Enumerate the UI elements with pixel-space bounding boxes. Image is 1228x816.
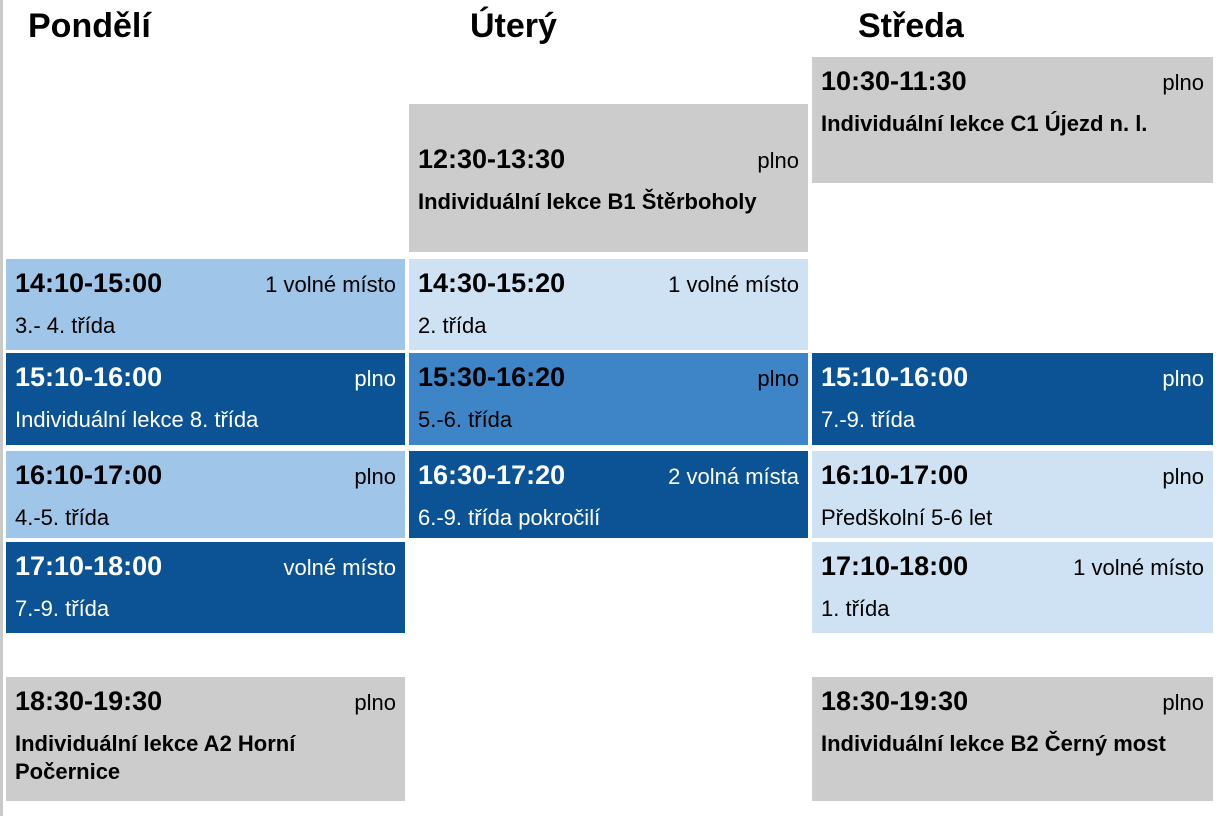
event-toprow: 14:30-15:20 1 volné místo [418, 268, 799, 299]
event-time: 16:30-17:20 [418, 460, 566, 490]
event-mon-1510[interactable]: 15:10-16:00 plno Individuální lekce 8. t… [6, 353, 405, 445]
event-time: 15:30-16:20 [418, 362, 566, 392]
event-status: plno [1162, 464, 1204, 489]
event-status: plno [1162, 366, 1204, 391]
event-title: Individuální lekce B2 Černý most [821, 731, 1166, 757]
event-wed-1610[interactable]: 16:10-17:00 plno Předškolní 5-6 let [812, 451, 1213, 538]
event-time: 16:10-17:00 [15, 460, 163, 490]
event-tue-1430[interactable]: 14:30-15:20 1 volné místo 2. třída [409, 259, 808, 350]
day-header-wednesday: Středa [858, 7, 964, 45]
event-status: plno [354, 366, 396, 391]
event-time: 18:30-19:30 [821, 686, 969, 716]
event-title: 4.-5. třída [15, 505, 110, 531]
event-title: 3.- 4. třída [15, 313, 116, 339]
event-time: 18:30-19:30 [15, 686, 163, 716]
event-tue-1530[interactable]: 15:30-16:20 plno 5.-6. třída [409, 353, 808, 445]
event-title: Individuální lekce C1 Újezd n. l. [821, 111, 1148, 137]
event-title: 5.-6. třída [418, 407, 513, 433]
event-mon-1410[interactable]: 14:10-15:00 1 volné místo 3.- 4. třída [6, 259, 405, 350]
event-status: plno [757, 366, 799, 391]
event-mon-1710[interactable]: 17:10-18:00 volné místo 7.-9. třída [6, 542, 405, 633]
event-status: plno [354, 690, 396, 715]
event-status: plno [757, 148, 799, 173]
event-time: 17:10-18:00 [15, 551, 163, 581]
event-toprow: 15:10-16:00 plno [15, 362, 396, 393]
event-toprow: 15:30-16:20 plno [418, 362, 799, 393]
event-status: volné místo [283, 555, 397, 580]
event-toprow: 16:10-17:00 plno [821, 460, 1204, 491]
event-toprow: 17:10-18:00 1 volné místo [821, 551, 1204, 582]
event-status: 1 volné místo [265, 272, 396, 297]
event-wed-1830[interactable]: 18:30-19:30 plno Individuální lekce B2 Č… [812, 677, 1213, 801]
event-toprow: 16:10-17:00 plno [15, 460, 396, 491]
left-border-line [0, 0, 3, 816]
event-mon-1610[interactable]: 16:10-17:00 plno 4.-5. třída [6, 451, 405, 538]
event-title: Individuální lekce B1 Štěrboholy [418, 189, 757, 215]
event-toprow: 16:30-17:20 2 volná místa [418, 460, 799, 491]
event-toprow: 15:10-16:00 plno [821, 362, 1204, 393]
event-tue-1230[interactable]: 12:30-13:30 plno Individuální lekce B1 Š… [409, 104, 808, 252]
event-toprow: 18:30-19:30 plno [821, 686, 1204, 717]
day-header-monday: Pondělí [28, 7, 151, 45]
event-wed-1710[interactable]: 17:10-18:00 1 volné místo 1. třída [812, 542, 1213, 633]
event-time: 10:30-11:30 [821, 66, 967, 96]
event-time: 14:10-15:00 [15, 268, 163, 298]
event-tue-1630[interactable]: 16:30-17:20 2 volná místa 6.-9. třída po… [409, 451, 808, 538]
event-title: 6.-9. třída pokročilí [418, 505, 601, 531]
event-toprow: 18:30-19:30 plno [15, 686, 396, 717]
day-header-tuesday: Úterý [470, 7, 557, 45]
event-title: Předškolní 5-6 let [821, 505, 993, 531]
event-time: 15:10-16:00 [821, 362, 969, 392]
event-time: 16:10-17:00 [821, 460, 969, 490]
event-toprow: 17:10-18:00 volné místo [15, 551, 396, 582]
event-toprow: 12:30-13:30 plno [418, 144, 799, 175]
event-title: Individuální lekce 8. třída [15, 407, 259, 433]
event-status: plno [1162, 690, 1204, 715]
event-title: 1. třída [821, 596, 890, 622]
event-time: 15:10-16:00 [15, 362, 163, 392]
event-wed-1510[interactable]: 15:10-16:00 plno 7.-9. třída [812, 353, 1213, 445]
event-status: plno [1162, 70, 1204, 95]
event-toprow: 10:30-11:30 plno [821, 66, 1204, 97]
event-wed-1030[interactable]: 10:30-11:30 plno Individuální lekce C1 Ú… [812, 57, 1213, 183]
event-time: 14:30-15:20 [418, 268, 566, 298]
event-status: plno [354, 464, 396, 489]
event-status: 2 volná místa [668, 464, 799, 489]
event-status: 1 volné místo [1073, 555, 1204, 580]
event-status: 1 volné místo [668, 272, 799, 297]
event-title: Individuální lekce A2 Horní Počernice [15, 731, 296, 784]
event-time: 17:10-18:00 [821, 551, 969, 581]
event-toprow: 14:10-15:00 1 volné místo [15, 268, 396, 299]
event-mon-1830[interactable]: 18:30-19:30 plno Individuální lekce A2 H… [6, 677, 405, 801]
event-title: 2. třída [418, 313, 487, 339]
event-title: 7.-9. třída [821, 407, 916, 433]
event-title: 7.-9. třída [15, 596, 110, 622]
event-time: 12:30-13:30 [418, 144, 566, 174]
